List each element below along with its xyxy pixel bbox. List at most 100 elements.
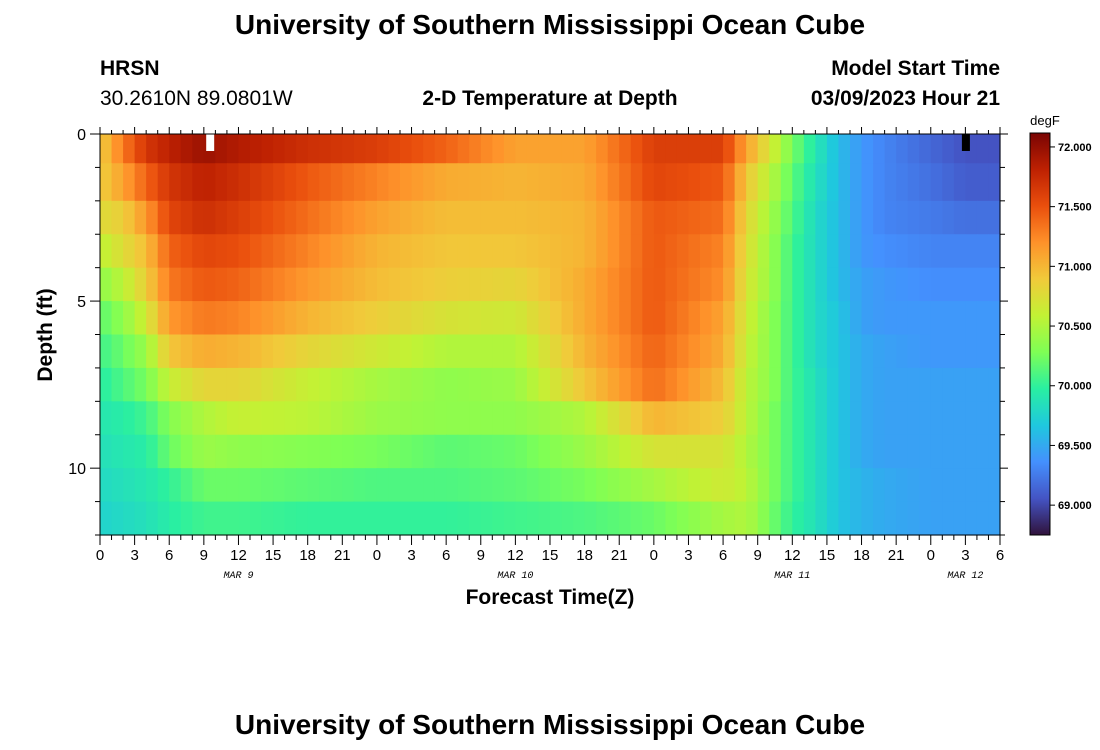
heatmap-cell [123,301,136,336]
heatmap-cell [423,501,436,536]
heatmap-cell [550,134,563,164]
heatmap-cell [550,401,563,436]
heatmap-cell [434,434,447,469]
heatmap-cell [930,334,943,369]
heatmap-cell [457,367,470,402]
heatmap-cell [226,301,240,336]
heatmap-cell [907,468,920,503]
heatmap-cell [446,434,459,469]
heatmap-cell [526,401,540,436]
x-tick-label: 0 [927,547,935,564]
heatmap-cell [169,401,182,436]
heatmap-cell [100,200,113,235]
heatmap-cell [642,401,655,436]
heatmap-cell [492,134,505,164]
heatmap-cell [273,468,286,503]
heatmap-cell [226,434,240,469]
heatmap-cell [780,134,793,164]
heatmap-cell [930,401,943,436]
heatmap-cell [596,367,609,402]
heatmap-cells [100,134,1001,536]
heatmap-cell [319,267,332,302]
heatmap-cell [157,367,170,402]
heatmap-cell [515,367,528,402]
heatmap-cell [307,163,320,202]
heatmap-cell [976,267,990,302]
heatmap-cell [307,367,320,402]
heatmap-cell [111,163,124,202]
heatmap-cell [538,163,551,202]
heatmap-cell [803,134,816,164]
heatmap-cell [988,401,1001,436]
heatmap-cell [919,434,932,469]
heatmap-cell [376,234,390,269]
heatmap-cell [757,334,770,369]
heatmap-cell [526,134,540,164]
heatmap-cell [261,234,274,269]
heatmap-cell [134,367,147,402]
heatmap-cell [480,468,493,503]
heatmap-cell [330,468,343,503]
heatmap-cell [815,334,828,369]
heatmap-cell [423,234,436,269]
heatmap-cell [226,200,240,235]
heatmap-cell [457,401,470,436]
heatmap-cell [434,501,447,536]
heatmap-cell [815,301,828,336]
heatmap-cell [319,501,332,536]
heatmap-cell [388,163,401,202]
heatmap-cell [238,163,251,202]
heatmap-cell [850,501,863,536]
heatmap-cell [942,163,955,202]
heatmap-cell [815,134,828,164]
heatmap-cell [769,163,782,202]
heatmap-cell [976,434,990,469]
heatmap-cell [711,434,724,469]
heatmap-cell [826,434,840,469]
heatmap-cell [780,234,793,269]
x-tick-label: 0 [96,547,104,564]
heatmap-cell [261,134,274,164]
heatmap-cell [111,200,124,235]
heatmap-cell [192,334,205,369]
heatmap-cell [792,267,805,302]
heatmap-cell [434,234,447,269]
heatmap-cell [342,434,355,469]
heatmap-cell [792,200,805,235]
heatmap-cell [388,401,401,436]
heatmap-cell [942,200,955,235]
heatmap-cell [803,401,816,436]
heatmap-cell [976,301,990,336]
heatmap-cell [665,200,678,235]
heatmap-cell [446,163,459,202]
heatmap-cell [976,200,990,235]
heatmap-cell [757,301,770,336]
heatmap-cell [146,234,159,269]
heatmap-cell [134,334,147,369]
heatmap-cell [550,200,563,235]
heatmap-cell [226,163,240,202]
heatmap-cell [457,200,470,235]
heatmap-cell [826,200,840,235]
heatmap-cell [457,301,470,336]
heatmap-cell [757,234,770,269]
heatmap-cell [850,434,863,469]
heatmap-cell [757,367,770,402]
heatmap-cell [400,301,413,336]
heatmap-cell [388,468,401,503]
heatmap-cell [619,163,632,202]
heatmap-cell [642,367,655,402]
heatmap-cell [884,401,897,436]
heatmap-cell [446,501,459,536]
heatmap-cell [711,501,724,536]
heatmap-cell [561,234,574,269]
heatmap-cell [942,334,955,369]
heatmap-cell [146,301,159,336]
heatmap-cell [296,267,309,302]
heatmap-cell [607,434,620,469]
heatmap-cell [353,163,366,202]
heatmap-cell [423,401,436,436]
heatmap-cell [330,200,343,235]
heatmap-cell [123,163,136,202]
heatmap-cell [584,434,597,469]
